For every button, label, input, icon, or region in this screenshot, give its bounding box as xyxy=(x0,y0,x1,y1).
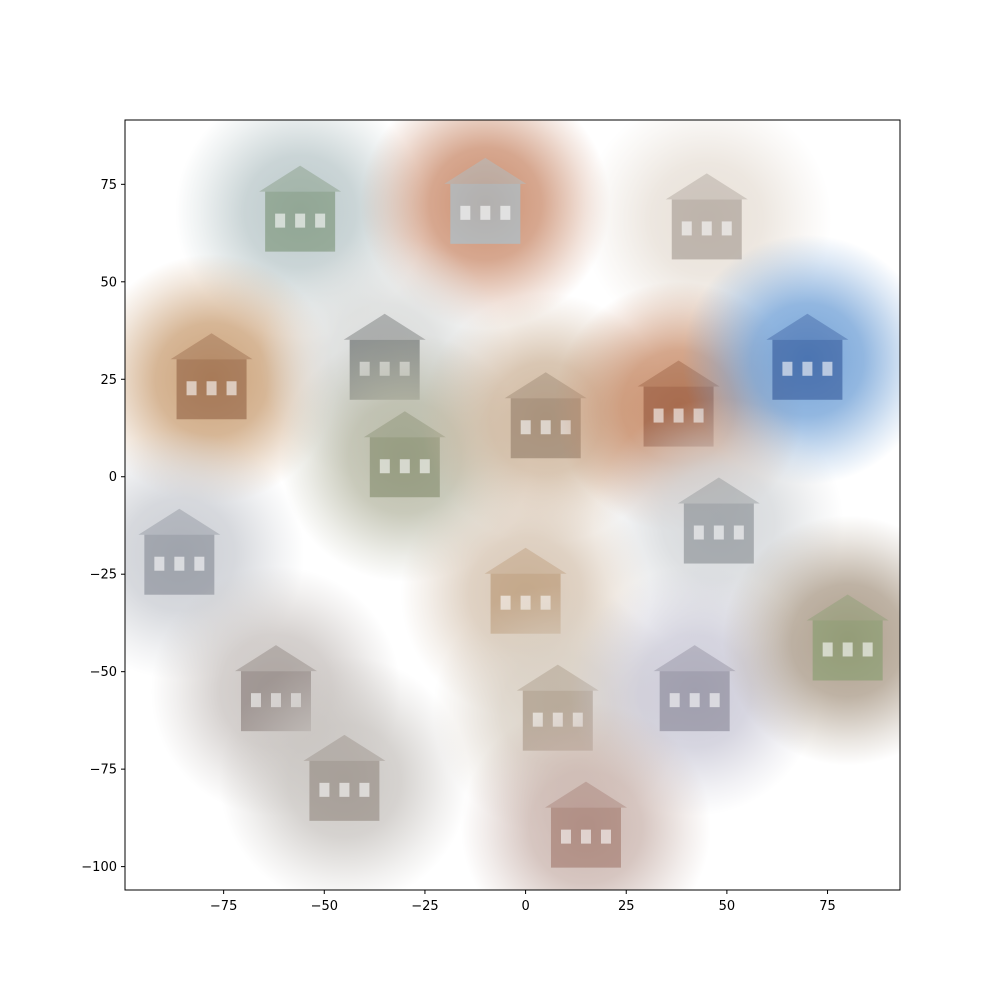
y-tick-label: 75 xyxy=(100,178,117,193)
x-tick-label: −25 xyxy=(411,899,438,914)
window-shape xyxy=(560,829,571,844)
x-tick-label: 50 xyxy=(719,899,736,914)
window-shape xyxy=(681,221,692,236)
window-shape xyxy=(600,829,611,844)
window-shape xyxy=(186,381,197,396)
window-shape xyxy=(226,381,237,396)
window-shape xyxy=(500,205,511,220)
window-shape xyxy=(174,556,185,571)
window-shape xyxy=(295,213,306,228)
image-point xyxy=(722,515,900,766)
window-shape xyxy=(206,381,217,396)
roof-shape xyxy=(544,781,627,808)
window-shape xyxy=(194,556,205,571)
window-shape xyxy=(399,459,410,474)
window-shape xyxy=(782,361,793,376)
x-tick-label: −75 xyxy=(210,899,237,914)
window-shape xyxy=(669,693,680,708)
window-shape xyxy=(359,782,370,797)
window-shape xyxy=(709,693,720,708)
window-shape xyxy=(721,221,732,236)
x-tick-label: −50 xyxy=(311,899,338,914)
window-shape xyxy=(693,525,704,540)
roof-shape xyxy=(806,594,889,621)
roof-shape xyxy=(444,157,527,184)
glass-roof-hall-image xyxy=(219,655,470,890)
roof-shape xyxy=(677,477,760,504)
y-tick-label: −50 xyxy=(90,665,117,680)
window-shape xyxy=(802,361,813,376)
window-shape xyxy=(379,459,390,474)
factory-chimney-image xyxy=(461,702,711,890)
y-tick-label: 25 xyxy=(100,373,117,388)
roof-shape xyxy=(653,645,736,672)
y-tick-label: 0 xyxy=(109,470,117,485)
points-layer xyxy=(125,120,900,890)
window-shape xyxy=(733,525,744,540)
window-shape xyxy=(580,829,591,844)
window-shape xyxy=(315,213,326,228)
y-tick-label: −75 xyxy=(90,763,117,778)
window-shape xyxy=(419,459,430,474)
y-tick-label: −25 xyxy=(90,568,117,583)
window-shape xyxy=(460,205,471,220)
window-shape xyxy=(689,693,700,708)
window-shape xyxy=(862,642,873,657)
image-point xyxy=(461,702,711,890)
window-shape xyxy=(713,525,724,540)
window-shape xyxy=(275,213,286,228)
roof-shape xyxy=(170,333,253,360)
window-shape xyxy=(701,221,712,236)
window-shape xyxy=(154,556,165,571)
window-shape xyxy=(480,205,491,220)
x-tick-label: 75 xyxy=(819,899,836,914)
x-tick-label: 25 xyxy=(618,899,635,914)
arch-bridge-image xyxy=(722,515,900,766)
x-tick-label: 0 xyxy=(521,899,529,914)
plot-frame xyxy=(124,119,901,891)
window-shape xyxy=(339,782,350,797)
y-tick-label: −100 xyxy=(81,860,117,875)
window-shape xyxy=(842,642,853,657)
window-shape xyxy=(520,420,531,435)
roof-shape xyxy=(234,645,317,672)
window-shape xyxy=(822,361,833,376)
window-shape xyxy=(822,642,833,657)
roof-shape xyxy=(259,165,342,192)
window-shape xyxy=(540,420,551,435)
x-axis: −75 −50 −25 0 25 50 75 xyxy=(210,890,836,914)
roof-shape xyxy=(138,508,221,535)
y-axis: 75 50 25 0 −25 −50 −75 −100 xyxy=(81,178,125,875)
window-shape xyxy=(319,782,330,797)
roof-shape xyxy=(303,734,386,761)
y-tick-label: 50 xyxy=(100,275,117,290)
roof-shape xyxy=(766,313,849,340)
roof-shape xyxy=(484,547,567,574)
roof-shape xyxy=(665,173,748,200)
